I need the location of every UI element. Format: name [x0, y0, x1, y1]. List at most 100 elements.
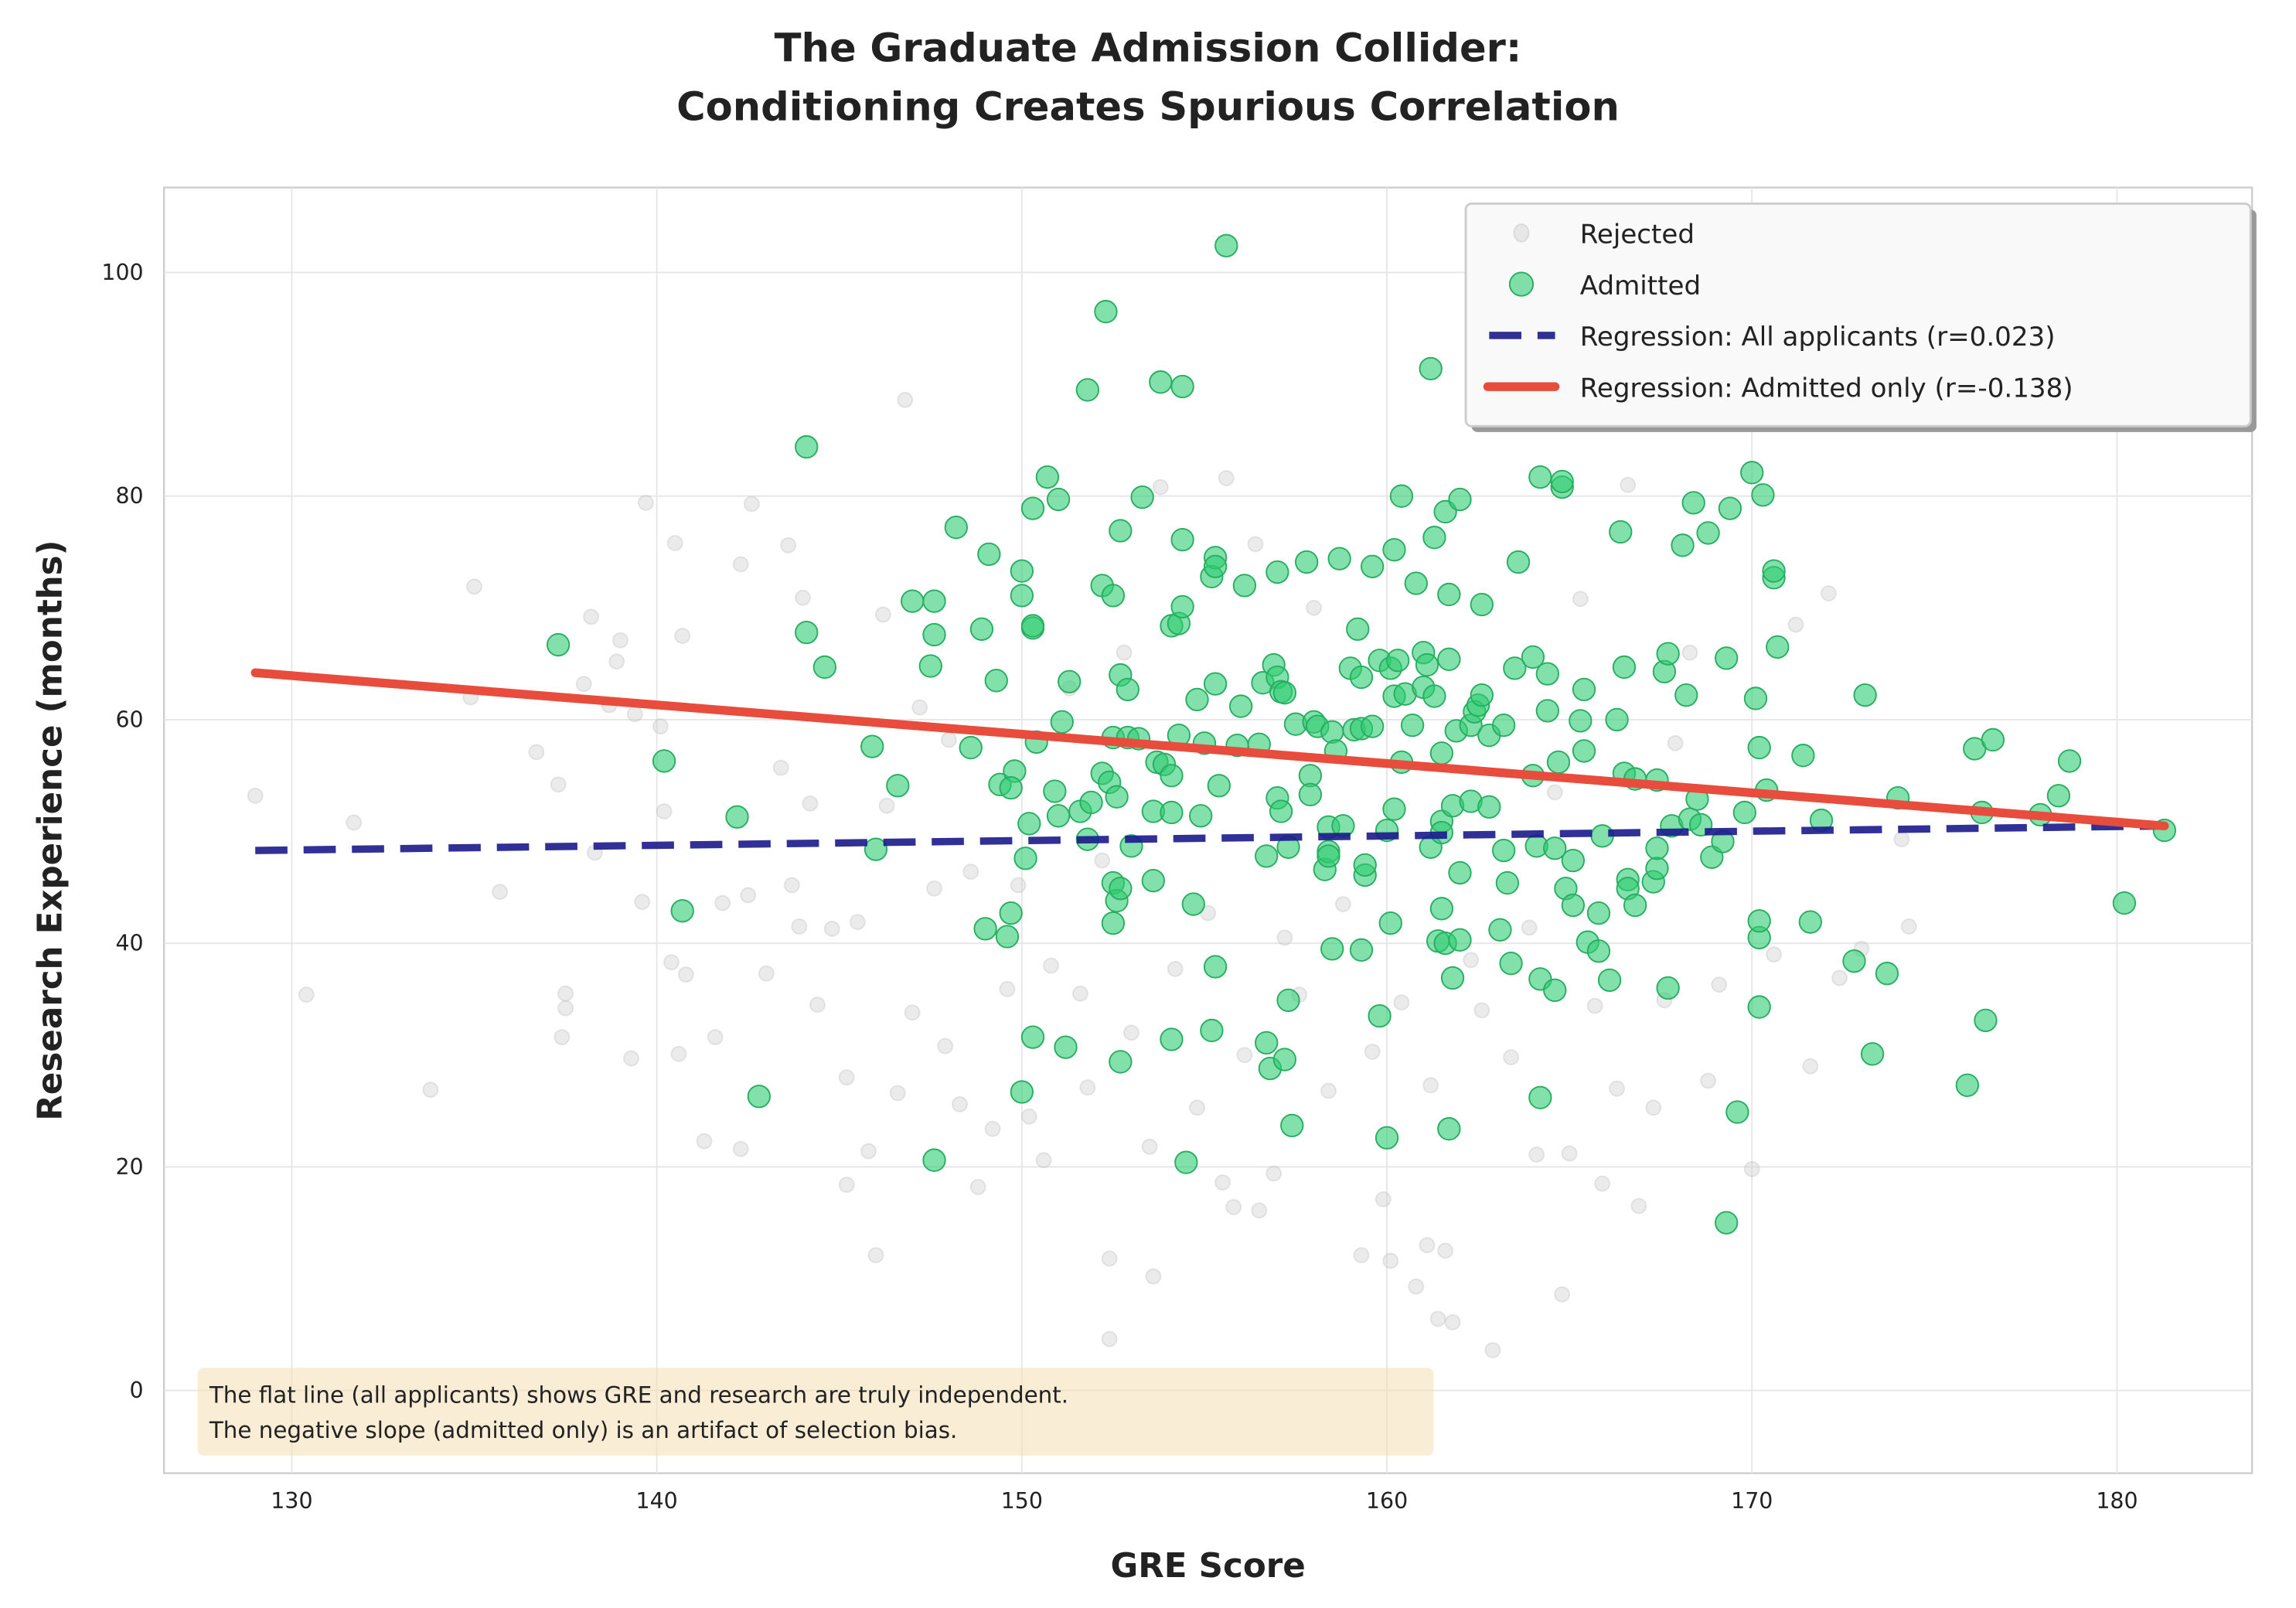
rejected-point — [783, 877, 800, 894]
grid — [164, 187, 2253, 1473]
rejected-point — [1473, 1002, 1490, 1019]
admitted-point — [1535, 662, 1559, 686]
rejected-point — [780, 537, 797, 554]
admitted-point — [1276, 988, 1300, 1013]
admitted-point — [1561, 893, 1586, 918]
rejected-point — [1681, 644, 1698, 661]
rejected-point — [1444, 1313, 1461, 1330]
rejected-point — [904, 1004, 921, 1021]
rejected-point — [791, 918, 808, 935]
admitted-point — [1528, 465, 1552, 489]
rejected-point — [550, 776, 567, 793]
rejected-point — [626, 706, 643, 723]
rejected-point — [1079, 1079, 1096, 1096]
rejected-point — [1667, 734, 1684, 751]
annotation-box: The flat line (all applicants) shows GRE… — [197, 1368, 1434, 1456]
admitted-point — [1674, 683, 1698, 707]
admitted-point — [918, 654, 942, 678]
rejected-point — [422, 1082, 439, 1099]
rejected-point — [638, 494, 654, 511]
rejected-point — [1236, 1047, 1253, 1064]
admitted-point — [1546, 750, 1571, 775]
legend-rejected-label: Rejected — [1580, 220, 1695, 250]
admitted-point — [1569, 709, 1593, 733]
admitted-point — [546, 632, 571, 657]
admitted-point — [901, 589, 925, 613]
admitted-point — [1535, 699, 1559, 723]
rejected-point — [1320, 1082, 1337, 1099]
rejected-point — [1218, 470, 1235, 486]
rejected-point — [1586, 997, 1603, 1014]
rejected-point — [889, 1085, 906, 1102]
admitted-point — [1295, 550, 1319, 574]
rejected-point — [999, 981, 1016, 997]
admitted-point — [1203, 955, 1228, 979]
rejected-point — [1393, 994, 1410, 1011]
rejected-point — [1225, 1199, 1242, 1215]
admitted-point — [1470, 683, 1494, 707]
rejected-point — [1408, 1278, 1425, 1295]
rejected-point — [849, 914, 866, 931]
admitted-point — [1170, 374, 1194, 399]
rejected-point — [1020, 1108, 1037, 1125]
annotation-line-2: The negative slope (admitted only) is an… — [209, 1417, 957, 1443]
admitted-point — [1715, 646, 1739, 670]
admitted-point — [1020, 496, 1045, 520]
chart-title-line-2: Conditioning Creates Spurious Correlatio… — [676, 84, 1620, 130]
rejected-point — [1167, 960, 1184, 977]
rejected-point — [1214, 1174, 1231, 1191]
admitted-point — [1491, 714, 1516, 738]
rejected-point — [1422, 1077, 1439, 1094]
admitted-point — [1214, 233, 1238, 257]
rejected-point — [608, 653, 625, 670]
rejected-point — [1546, 784, 1563, 801]
admitted-point — [944, 516, 968, 540]
admitted-point — [1020, 1025, 1045, 1049]
admitted-point — [969, 617, 994, 641]
admitted-point — [1375, 1126, 1399, 1150]
rejected-point — [557, 985, 574, 1002]
rejected-point — [1802, 1058, 1819, 1075]
rejected-point — [867, 1247, 884, 1264]
admitted-point — [1361, 714, 1385, 738]
rejected-point — [677, 966, 694, 983]
rejected-point — [557, 1000, 574, 1017]
rejected-point — [952, 1095, 968, 1112]
rejected-point — [1141, 1138, 1158, 1155]
admitted-point — [1437, 1117, 1461, 1141]
admitted-point — [999, 775, 1023, 800]
admitted-point — [1050, 710, 1074, 734]
admitted-point — [1054, 1035, 1078, 1059]
rejected-point — [575, 676, 592, 693]
admitted-point — [1203, 672, 1228, 696]
admitted-point — [1419, 356, 1443, 380]
y-tick-label: 0 — [130, 1378, 144, 1403]
admitted-point — [1521, 645, 1545, 669]
rejected-point — [634, 894, 651, 911]
rejected-point — [1484, 1342, 1501, 1358]
rejected-point — [772, 759, 789, 776]
admitted-point — [1503, 656, 1527, 680]
admitted-point — [1448, 860, 1472, 885]
x-tick-label: 160 — [1366, 1488, 1408, 1514]
admitted-point — [1389, 484, 1414, 508]
annotation-line-1: The flat line (all applicants) shows GRE… — [209, 1382, 1068, 1409]
rejected-point — [1123, 1024, 1139, 1041]
admitted-point — [1448, 487, 1472, 512]
rejected-point — [1572, 591, 1589, 608]
admitted-point — [1747, 995, 1771, 1019]
rejected-point — [1528, 1146, 1545, 1163]
rejected-point — [1594, 1175, 1611, 1192]
admitted-point — [1320, 720, 1344, 744]
admitted-point — [1586, 901, 1611, 925]
rejected-point — [795, 589, 811, 606]
admitted-point — [1109, 1050, 1133, 1074]
admitted-point — [864, 837, 888, 861]
admitted-point — [1429, 897, 1454, 921]
rejected-point — [911, 699, 928, 716]
rejected-point — [1306, 599, 1323, 616]
rejected-point — [670, 1045, 687, 1062]
admitted-point — [1696, 521, 1720, 545]
rejected-point — [1766, 946, 1783, 963]
y-tick-label: 80 — [115, 483, 143, 509]
